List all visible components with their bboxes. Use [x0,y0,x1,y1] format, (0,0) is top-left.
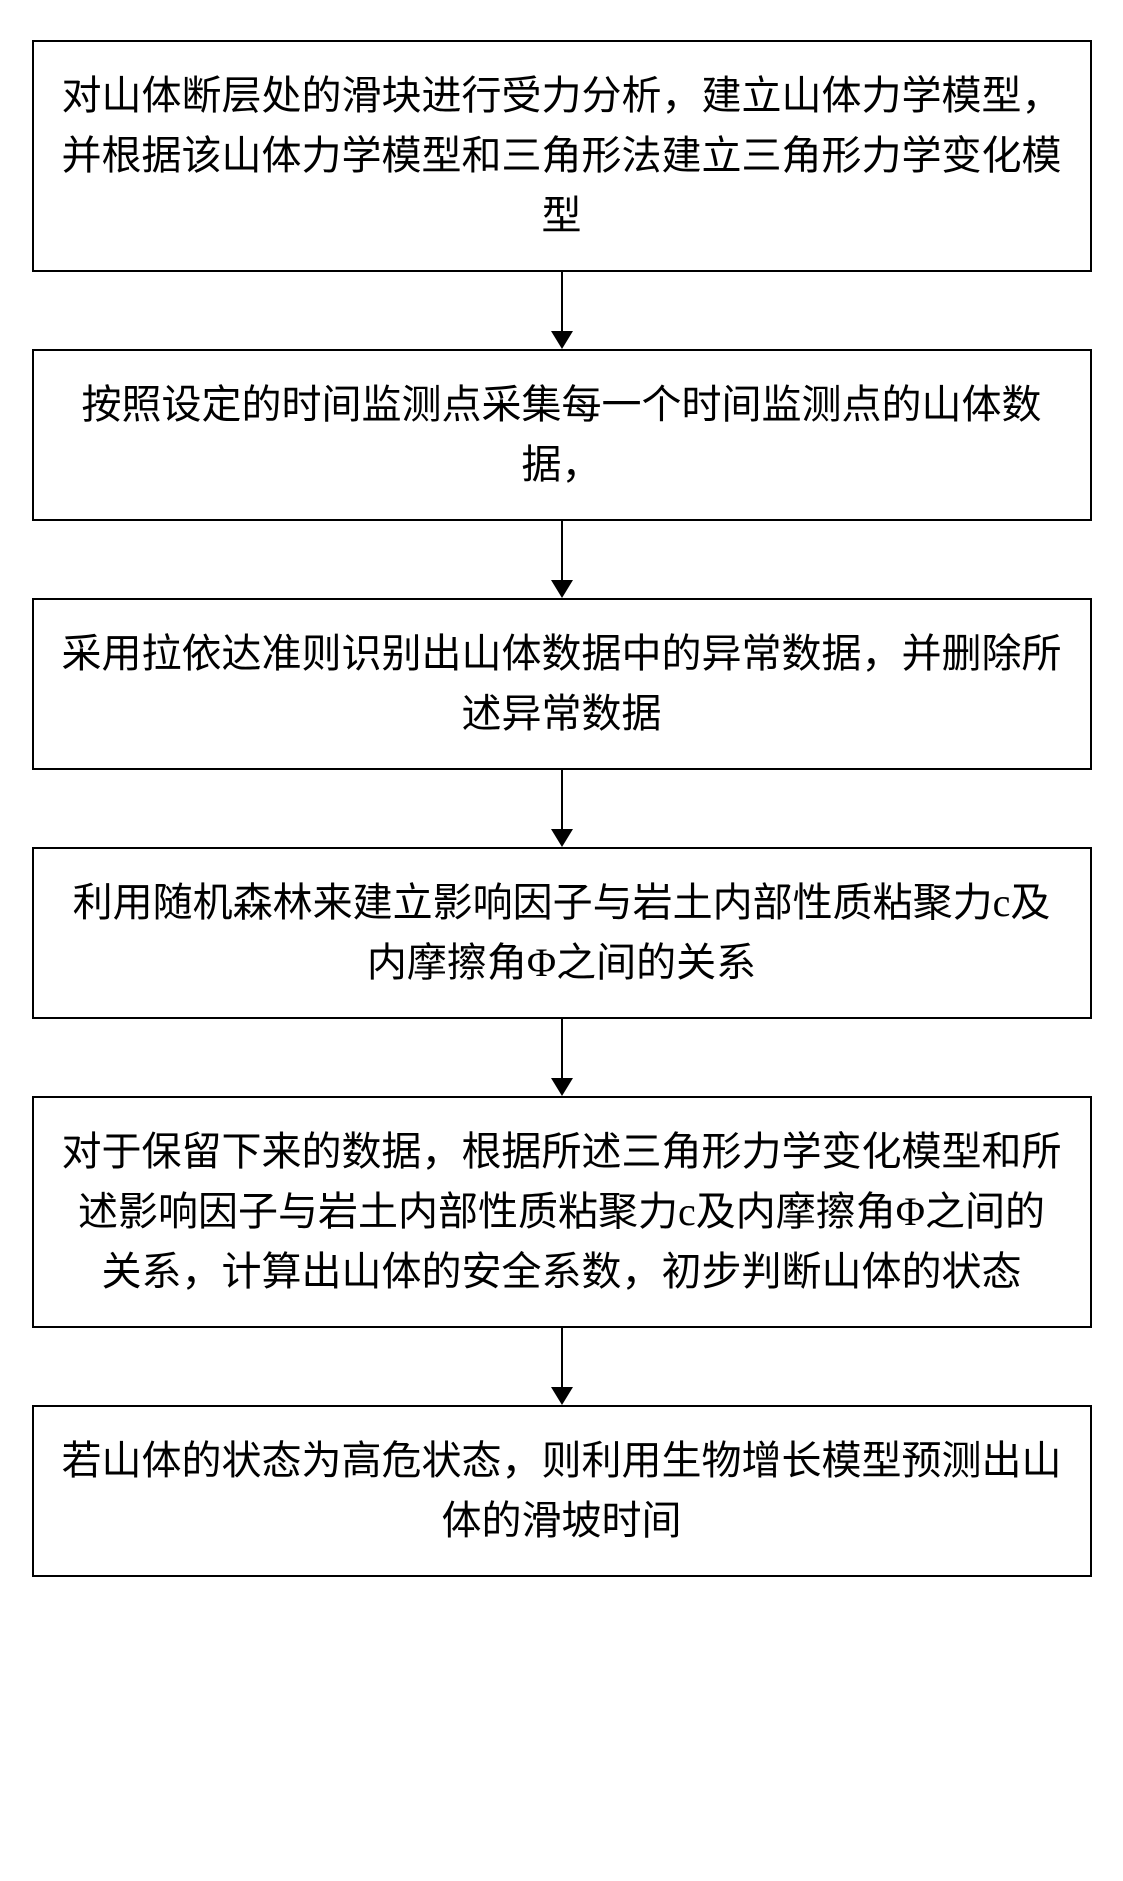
flow-step-1-text: 对山体断层处的滑块进行受力分析，建立山体力学模型，并根据该山体力学模型和三角形法… [62,66,1062,246]
arrow-4-5 [551,1019,573,1096]
flow-step-2: 按照设定的时间监测点采集每一个时间监测点的山体数据， [32,349,1092,521]
arrow-head-icon [551,829,573,847]
flow-step-2-text: 按照设定的时间监测点采集每一个时间监测点的山体数据， [62,375,1062,495]
arrow-head-icon [551,1387,573,1405]
arrow-2-3 [551,521,573,598]
arrow-head-icon [551,580,573,598]
flowchart-container: 对山体断层处的滑块进行受力分析，建立山体力学模型，并根据该山体力学模型和三角形法… [32,40,1092,1577]
flow-step-3-text: 采用拉依达准则识别出山体数据中的异常数据，并删除所述异常数据 [62,624,1062,744]
flow-step-3: 采用拉依达准则识别出山体数据中的异常数据，并删除所述异常数据 [32,598,1092,770]
flow-step-4-text: 利用随机森林来建立影响因子与岩土内部性质粘聚力c及内摩擦角Φ之间的关系 [62,873,1062,993]
arrow-1-2 [551,272,573,349]
flow-step-4: 利用随机森林来建立影响因子与岩土内部性质粘聚力c及内摩擦角Φ之间的关系 [32,847,1092,1019]
flow-step-5-text: 对于保留下来的数据，根据所述三角形力学变化模型和所述影响因子与岩土内部性质粘聚力… [62,1122,1062,1302]
arrow-head-icon [551,331,573,349]
flow-step-6: 若山体的状态为高危状态，则利用生物增长模型预测出山体的滑坡时间 [32,1405,1092,1577]
arrow-head-icon [551,1078,573,1096]
arrow-line [561,1019,563,1079]
arrow-3-4 [551,770,573,847]
arrow-5-6 [551,1328,573,1405]
arrow-line [561,521,563,581]
flow-step-6-text: 若山体的状态为高危状态，则利用生物增长模型预测出山体的滑坡时间 [62,1431,1062,1551]
flow-step-5: 对于保留下来的数据，根据所述三角形力学变化模型和所述影响因子与岩土内部性质粘聚力… [32,1096,1092,1328]
flow-step-1: 对山体断层处的滑块进行受力分析，建立山体力学模型，并根据该山体力学模型和三角形法… [32,40,1092,272]
arrow-line [561,1328,563,1388]
arrow-line [561,770,563,830]
arrow-line [561,272,563,332]
